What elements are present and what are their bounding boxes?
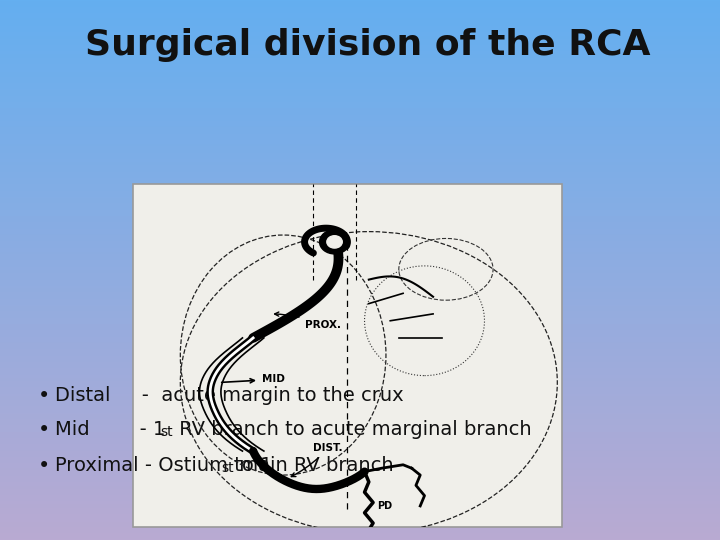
Text: RV branch to acute marginal branch: RV branch to acute marginal branch: [173, 420, 531, 439]
Text: •: •: [38, 456, 50, 476]
Text: DIST.: DIST.: [292, 443, 343, 477]
Text: Distal     -  acute margin to the crux: Distal - acute margin to the crux: [55, 386, 404, 405]
Circle shape: [320, 230, 349, 254]
Text: MID: MID: [222, 374, 284, 384]
Text: •: •: [38, 386, 50, 406]
Text: st: st: [221, 461, 234, 475]
Text: Surgical division of the RCA: Surgical division of the RCA: [85, 28, 650, 62]
Text: Mid        - 1: Mid - 1: [55, 420, 166, 439]
Text: st: st: [161, 425, 174, 439]
Text: Proximal - Ostium to 1: Proximal - Ostium to 1: [55, 456, 272, 475]
Circle shape: [327, 236, 342, 248]
Text: PROX.: PROX.: [274, 312, 341, 329]
Text: PD: PD: [377, 501, 392, 511]
Text: •: •: [38, 420, 50, 440]
Bar: [133, 184, 562, 526]
Text: main RV branch: main RV branch: [233, 456, 394, 475]
